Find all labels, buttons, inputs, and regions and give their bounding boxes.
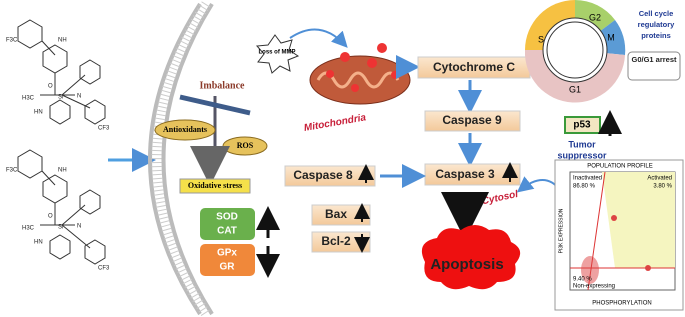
atom: H3C	[22, 96, 35, 102]
membrane-inner	[161, 2, 214, 316]
mitochondria-label: Mitochondria	[303, 112, 367, 134]
atom: HN	[34, 110, 43, 116]
mitochondrion	[309, 55, 411, 105]
ros-stars	[326, 43, 399, 92]
cytosol: Cytosol	[481, 189, 519, 207]
arrest-box	[627, 51, 681, 81]
mmp-arrow	[289, 28, 348, 48]
curve-arrow	[516, 176, 561, 193]
y-label: PI3K EXPRESSION	[558, 208, 564, 253]
atom: NH	[58, 38, 67, 44]
phase: G1	[569, 84, 581, 94]
up-enzyme-box	[200, 208, 255, 240]
inactivated-pct: 86.80 %	[573, 184, 596, 190]
cat: CAT	[217, 226, 237, 237]
atom: H3C	[22, 226, 35, 232]
activated-region	[602, 172, 675, 268]
atom: NH	[58, 168, 67, 174]
atom: Si	[58, 95, 63, 101]
sod: SOD	[216, 212, 238, 223]
casp9-box	[424, 110, 521, 132]
membrane-outer	[148, 2, 202, 316]
caspase-8: Caspase 8	[293, 168, 353, 182]
phase: M	[607, 32, 615, 42]
apoptosis: Apoptosis	[430, 256, 503, 273]
phase: G2	[589, 12, 601, 22]
balance-beam	[179, 94, 251, 116]
pan-left	[154, 119, 216, 141]
antioxidants: Antioxidants	[163, 125, 207, 134]
arrest-wrap: G0/G1 arrest	[631, 55, 677, 64]
apoptosis-cloud	[421, 225, 521, 290]
suppressor: suppressor	[557, 150, 607, 160]
atom: CF3	[98, 266, 110, 272]
atom: F3C	[6, 168, 18, 174]
gpx: GPx	[217, 248, 237, 259]
molecule-labels: F3C NH O Si N CF3 H3C HN F3C NH O Si N C…	[6, 38, 110, 272]
phase: S	[538, 34, 544, 44]
oxidative-box	[179, 178, 251, 194]
cytochrome-c: Cytochrome C	[433, 60, 515, 74]
scatter-cloud	[581, 215, 651, 284]
arrest: G0/G1 arrest	[631, 55, 677, 64]
down-enzyme-box	[200, 244, 255, 276]
burst	[255, 34, 300, 74]
caspase-3: Caspase 3	[435, 167, 495, 181]
non-expressing: Non-expressing	[573, 284, 615, 290]
atom: N	[77, 224, 81, 230]
atom: HN	[34, 240, 43, 246]
oxidative-stress: Oxidative stress	[188, 181, 242, 190]
atom: O	[48, 214, 53, 220]
atom: Si	[58, 225, 63, 231]
bax: Bax	[325, 207, 347, 221]
atom: CF3	[98, 126, 110, 132]
casp8-box	[284, 165, 376, 187]
cc-title-wrap: Cell cycle regulatory proteins	[637, 9, 675, 40]
mmp-line: Loss of MMP	[259, 50, 296, 56]
cc-title: Cell cycle regulatory proteins	[637, 9, 675, 40]
molecule-1	[17, 19, 106, 125]
caspase-9: Caspase 9	[442, 113, 502, 127]
imbalance: Imbalance	[200, 80, 246, 91]
ros: ROS	[237, 141, 254, 150]
molecule-2	[17, 149, 106, 265]
p53: p53	[573, 120, 591, 131]
bcl-2: Bcl-2	[321, 234, 351, 248]
atom: O	[48, 84, 53, 90]
x-label: PHOSPHORYLATION	[592, 301, 651, 307]
activated: Activated	[647, 176, 672, 182]
cell-cycle-donut	[524, 0, 626, 103]
non-pct: 9.40 %	[573, 277, 592, 283]
atom: F3C	[6, 38, 18, 44]
plot-title: POPULATION PROFILE	[587, 164, 653, 170]
atom: N	[77, 94, 81, 100]
tumor: Tumor	[568, 139, 596, 149]
cristae	[316, 71, 400, 89]
gr: GR	[220, 262, 236, 273]
inactivated: Inactivated	[573, 176, 602, 182]
activated-pct: 3.80 %	[653, 184, 672, 190]
